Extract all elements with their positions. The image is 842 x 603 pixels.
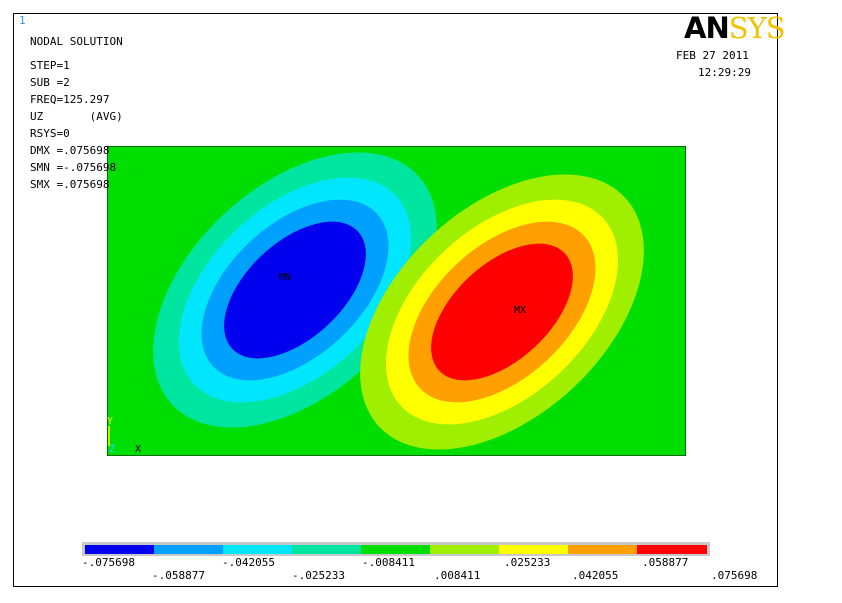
legend-tick: .058877 [642,556,689,569]
uz-label: UZ (AVG) [30,110,123,123]
legend-band-6 [430,545,499,554]
legend-tick: -.008411 [362,556,415,569]
legend-band-9 [637,545,707,554]
rsys-label: RSYS=0 [30,127,70,140]
legend-tick: .008411 [434,569,481,582]
legend-tick: .025233 [504,556,551,569]
legend-tick: -.075698 [82,556,135,569]
legend-tick: .042055 [572,569,619,582]
contour-plot[interactable]: MN MX Y Z X [107,146,686,456]
color-legend [82,542,710,556]
legend-tick: .075698 [711,569,758,582]
legend-band-8 [568,545,637,554]
axis-z-label: Z [109,444,115,455]
freq-label: FREQ=125.297 [30,93,110,106]
step-label: STEP=1 [30,59,70,72]
legend-tick: -.042055 [222,556,275,569]
window-number: 1 [19,14,26,27]
smx-label: SMX =.075698 [30,178,110,191]
legend-band-2 [154,545,223,554]
solution-title: NODAL SOLUTION [30,35,123,48]
legend-band-7 [499,545,568,554]
axis-y-label: Y [107,416,113,427]
legend-band-5 [361,545,430,554]
legend-band-3 [223,545,292,554]
graphics-window[interactable] [13,13,778,587]
sub-label: SUB =2 [30,76,70,89]
axis-x-label: X [135,444,141,455]
legend-band-4 [292,545,361,554]
max-marker: MX [514,305,526,316]
ansys-logo: ANSYS [684,11,786,45]
smn-label: SMN =-.075698 [30,161,117,174]
max-lobe [360,174,644,450]
time-label: 12:29:29 [698,66,751,79]
min-marker: MN [279,272,291,283]
dmx-label: DMX =.075698 [30,144,110,157]
band-4 [224,221,366,359]
date-label: FEB 27 2011 [676,49,749,62]
legend-tick: -.058877 [152,569,205,582]
legend-band-1 [85,545,154,554]
legend-tick: -.025233 [292,569,345,582]
band-9 [431,243,573,381]
